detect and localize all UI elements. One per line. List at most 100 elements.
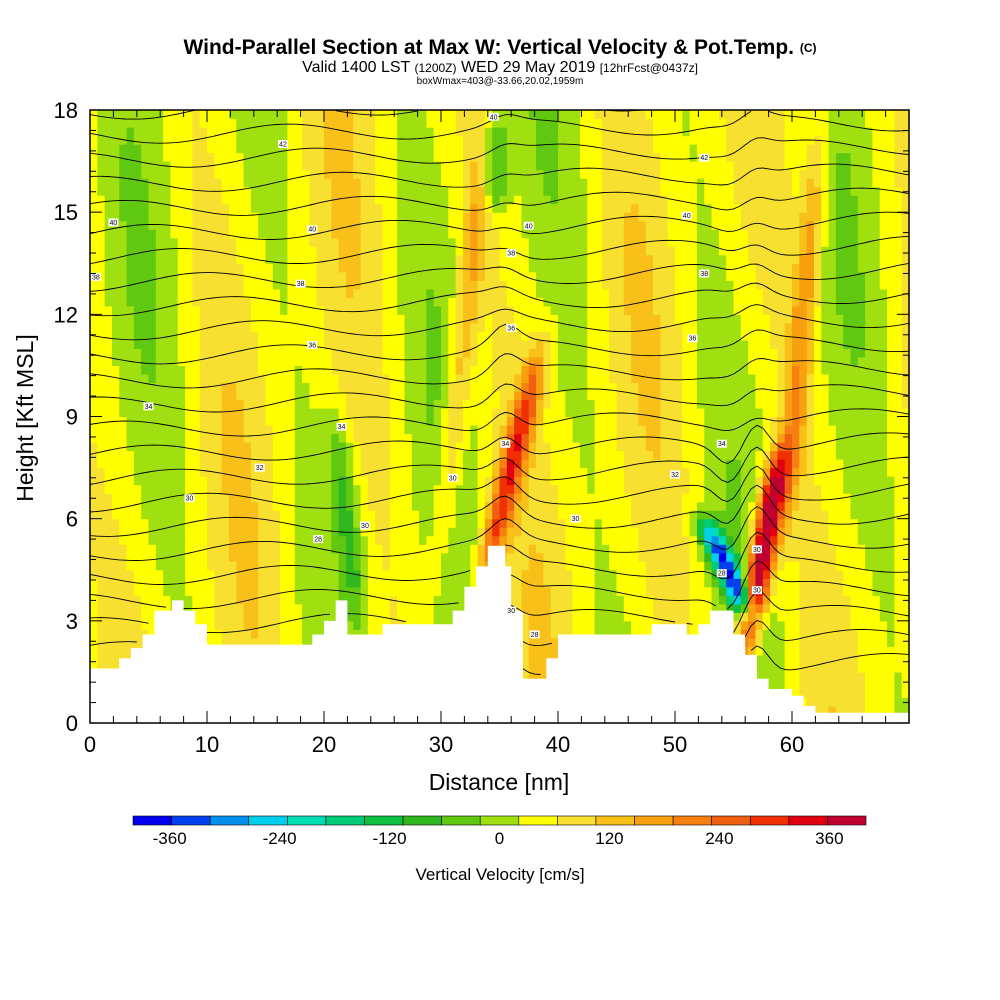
velocity-cell bbox=[141, 535, 150, 545]
velocity-cell bbox=[353, 510, 362, 520]
velocity-cell bbox=[397, 339, 406, 349]
velocity-cell bbox=[835, 527, 844, 537]
velocity-cell bbox=[857, 620, 866, 630]
velocity-cell bbox=[857, 416, 866, 426]
velocity-cell bbox=[777, 578, 786, 588]
velocity-cell bbox=[411, 561, 420, 571]
velocity-cell bbox=[331, 578, 340, 588]
velocity-cell bbox=[375, 399, 384, 409]
velocity-cell bbox=[565, 612, 574, 622]
velocity-cell bbox=[331, 603, 340, 613]
velocity-cell bbox=[770, 433, 778, 443]
velocity-cell bbox=[689, 407, 698, 418]
velocity-cell bbox=[682, 484, 691, 494]
velocity-cell bbox=[111, 425, 120, 435]
velocity-cell bbox=[250, 425, 259, 435]
velocity-cell bbox=[777, 620, 786, 630]
velocity-cell bbox=[696, 527, 705, 537]
velocity-cell bbox=[813, 467, 822, 477]
velocity-cell bbox=[287, 501, 296, 511]
velocity-cell bbox=[514, 603, 523, 613]
velocity-cell bbox=[360, 501, 369, 511]
velocity-cell bbox=[228, 552, 237, 562]
velocity-cell bbox=[550, 561, 559, 571]
velocity-cell bbox=[360, 348, 369, 358]
velocity-cell bbox=[609, 399, 618, 409]
velocity-cell bbox=[828, 365, 837, 375]
velocity-cell bbox=[821, 544, 830, 554]
velocity-cell bbox=[558, 518, 566, 528]
velocity-cell bbox=[338, 382, 347, 392]
velocity-cell bbox=[616, 373, 625, 384]
velocity-cell bbox=[397, 612, 406, 622]
velocity-cell bbox=[667, 518, 676, 528]
velocity-cell bbox=[828, 688, 837, 699]
velocity-cell bbox=[316, 569, 325, 579]
velocity-cell bbox=[302, 373, 310, 384]
velocity-cell bbox=[887, 586, 895, 596]
velocity-cell bbox=[221, 373, 230, 384]
velocity-cell bbox=[353, 578, 362, 588]
velocity-cell bbox=[726, 510, 735, 520]
velocity-cell bbox=[579, 416, 588, 426]
velocity-cell bbox=[367, 459, 376, 469]
velocity-cell bbox=[587, 603, 596, 613]
velocity-cell bbox=[316, 450, 325, 460]
velocity-cell bbox=[601, 484, 610, 494]
velocity-cell bbox=[389, 399, 398, 409]
velocity-cell bbox=[214, 612, 223, 622]
velocity-cell bbox=[250, 407, 259, 418]
velocity-cell bbox=[185, 535, 193, 545]
velocity-cell bbox=[748, 373, 757, 384]
velocity-cell bbox=[90, 527, 98, 537]
velocity-cell bbox=[97, 578, 106, 588]
velocity-cell bbox=[353, 552, 362, 562]
velocity-cell bbox=[550, 493, 559, 503]
velocity-cell bbox=[272, 501, 281, 511]
velocity-cell bbox=[360, 339, 369, 349]
velocity-cell bbox=[375, 603, 384, 613]
velocity-cell bbox=[799, 416, 808, 426]
velocity-cell bbox=[353, 348, 362, 358]
velocity-cell bbox=[309, 612, 318, 622]
velocity-cell bbox=[375, 348, 384, 358]
velocity-cell bbox=[199, 390, 208, 401]
velocity-cell bbox=[302, 493, 310, 503]
velocity-cell bbox=[506, 399, 515, 409]
velocity-cell bbox=[821, 561, 830, 571]
velocity-cell bbox=[389, 407, 398, 418]
velocity-cell bbox=[616, 399, 625, 409]
velocity-cell bbox=[426, 484, 435, 494]
velocity-cell bbox=[272, 382, 281, 392]
velocity-cell bbox=[894, 663, 903, 673]
velocity-cell bbox=[294, 535, 303, 545]
velocity-cell bbox=[813, 459, 822, 469]
velocity-cell bbox=[887, 510, 895, 520]
velocity-cell bbox=[696, 459, 705, 469]
velocity-cell bbox=[857, 484, 866, 494]
velocity-cell bbox=[119, 425, 128, 435]
velocity-cell bbox=[141, 416, 150, 426]
velocity-cell bbox=[594, 356, 603, 367]
velocity-cell bbox=[177, 586, 186, 596]
velocity-cell bbox=[806, 527, 815, 537]
velocity-cell bbox=[192, 348, 201, 358]
velocity-cell bbox=[294, 450, 303, 460]
velocity-cell bbox=[419, 595, 427, 605]
velocity-cell bbox=[733, 433, 742, 443]
velocity-cell bbox=[740, 442, 749, 452]
velocity-cell bbox=[616, 535, 625, 545]
velocity-cell bbox=[389, 484, 398, 494]
velocity-cell bbox=[565, 527, 574, 537]
velocity-cell bbox=[806, 399, 815, 409]
velocity-cell bbox=[258, 535, 267, 545]
velocity-cell bbox=[558, 373, 566, 384]
velocity-cell bbox=[843, 637, 852, 647]
velocity-cell bbox=[528, 382, 537, 392]
velocity-cell bbox=[141, 552, 150, 562]
velocity-cell bbox=[441, 407, 449, 418]
velocity-cell bbox=[148, 390, 157, 401]
velocity-cell bbox=[316, 433, 325, 443]
velocity-cell bbox=[799, 365, 808, 375]
velocity-cell bbox=[419, 518, 427, 528]
